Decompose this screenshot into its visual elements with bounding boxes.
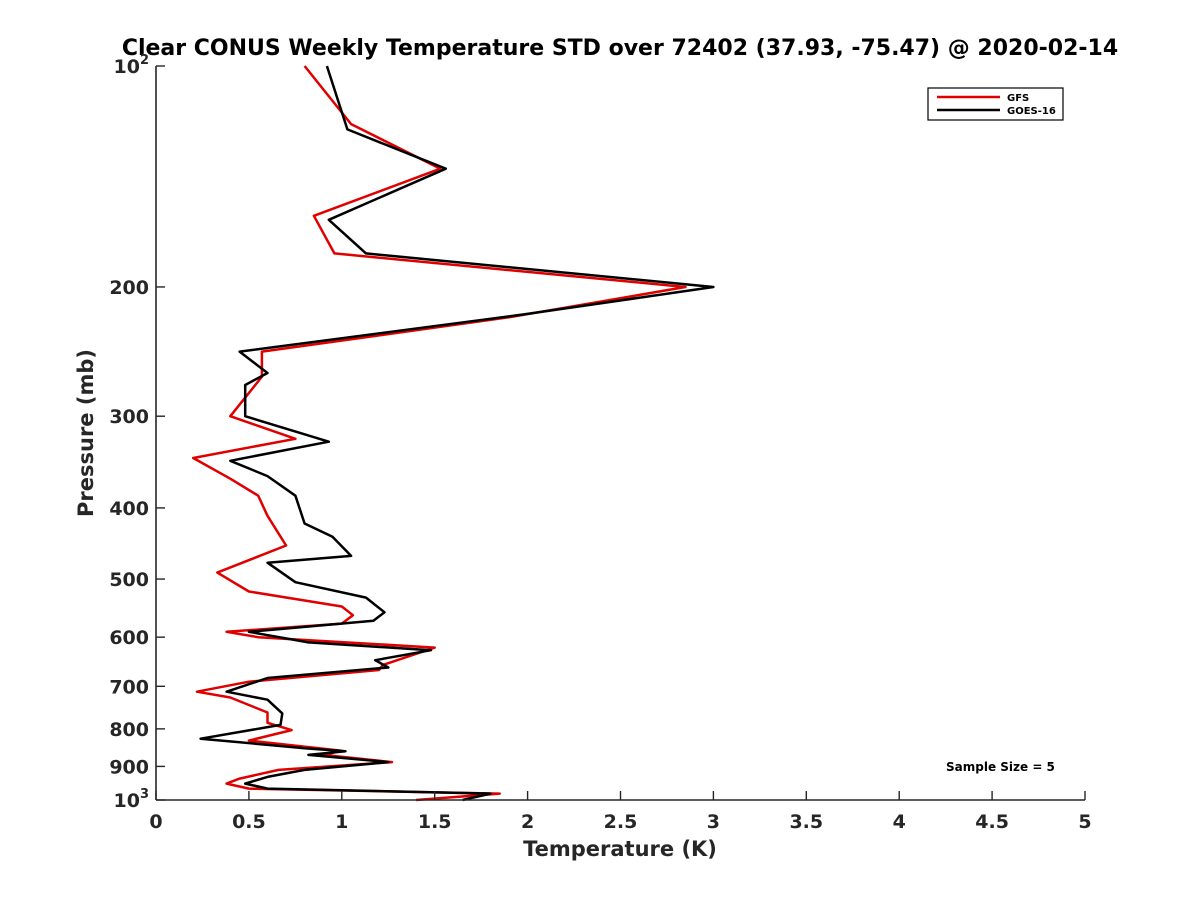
y-tick-label: 700 <box>109 676 149 698</box>
y-axis-ticks: 102 200 300 400 500 600 700 800 900 103 <box>109 53 165 812</box>
y-tick-label: 102 <box>114 53 150 78</box>
sample-size-annotation: Sample Size = 5 <box>946 760 1055 774</box>
x-tick-label: 5 <box>1078 811 1091 833</box>
x-tick-label: 2.5 <box>604 811 638 833</box>
legend-box <box>927 87 1064 121</box>
x-axis-ticks: 0 0.5 1 1.5 2 2.5 3 3.5 4 4.5 5 <box>149 791 1092 833</box>
y-tick-label: 900 <box>109 756 149 778</box>
series-line-gfs <box>191 65 687 802</box>
x-tick-label: 3.5 <box>789 811 823 833</box>
x-tick-label: 2 <box>521 811 534 833</box>
x-tick-label: 1.5 <box>418 811 452 833</box>
y-axis-title: Pressure (mb) <box>74 349 98 517</box>
x-tick-label: 4 <box>893 811 906 833</box>
x-tick-label: 3 <box>707 811 720 833</box>
legend: GFS GOES-16 <box>927 87 1064 121</box>
y-tick-label: 200 <box>109 277 149 299</box>
x-tick-label: 4.5 <box>975 811 1009 833</box>
x-tick-label: 0.5 <box>232 811 266 833</box>
x-tick-label: 0 <box>149 811 162 833</box>
legend-label-goes16: GOES-16 <box>1007 106 1056 117</box>
plot-area: 0 0.5 1 1.5 2 2.5 3 3.5 4 4.5 5 102 200 300 400 500 600… <box>109 53 1091 833</box>
series-line-goes16 <box>199 65 715 802</box>
x-axis-title: Temperature (K) <box>523 837 717 861</box>
y-tick-label: 800 <box>109 719 149 741</box>
y-tick-label: 400 <box>109 498 149 520</box>
y-tick-label: 500 <box>109 569 149 591</box>
x-tick-label: 1 <box>335 811 348 833</box>
series-layer <box>191 65 715 802</box>
legend-label-gfs: GFS <box>1007 93 1029 104</box>
y-tick-label: 600 <box>109 627 149 649</box>
y-tick-label: 300 <box>109 406 149 428</box>
chart-title: Clear CONUS Weekly Temperature STD over … <box>122 36 1118 61</box>
y-tick-label: 103 <box>114 787 150 812</box>
